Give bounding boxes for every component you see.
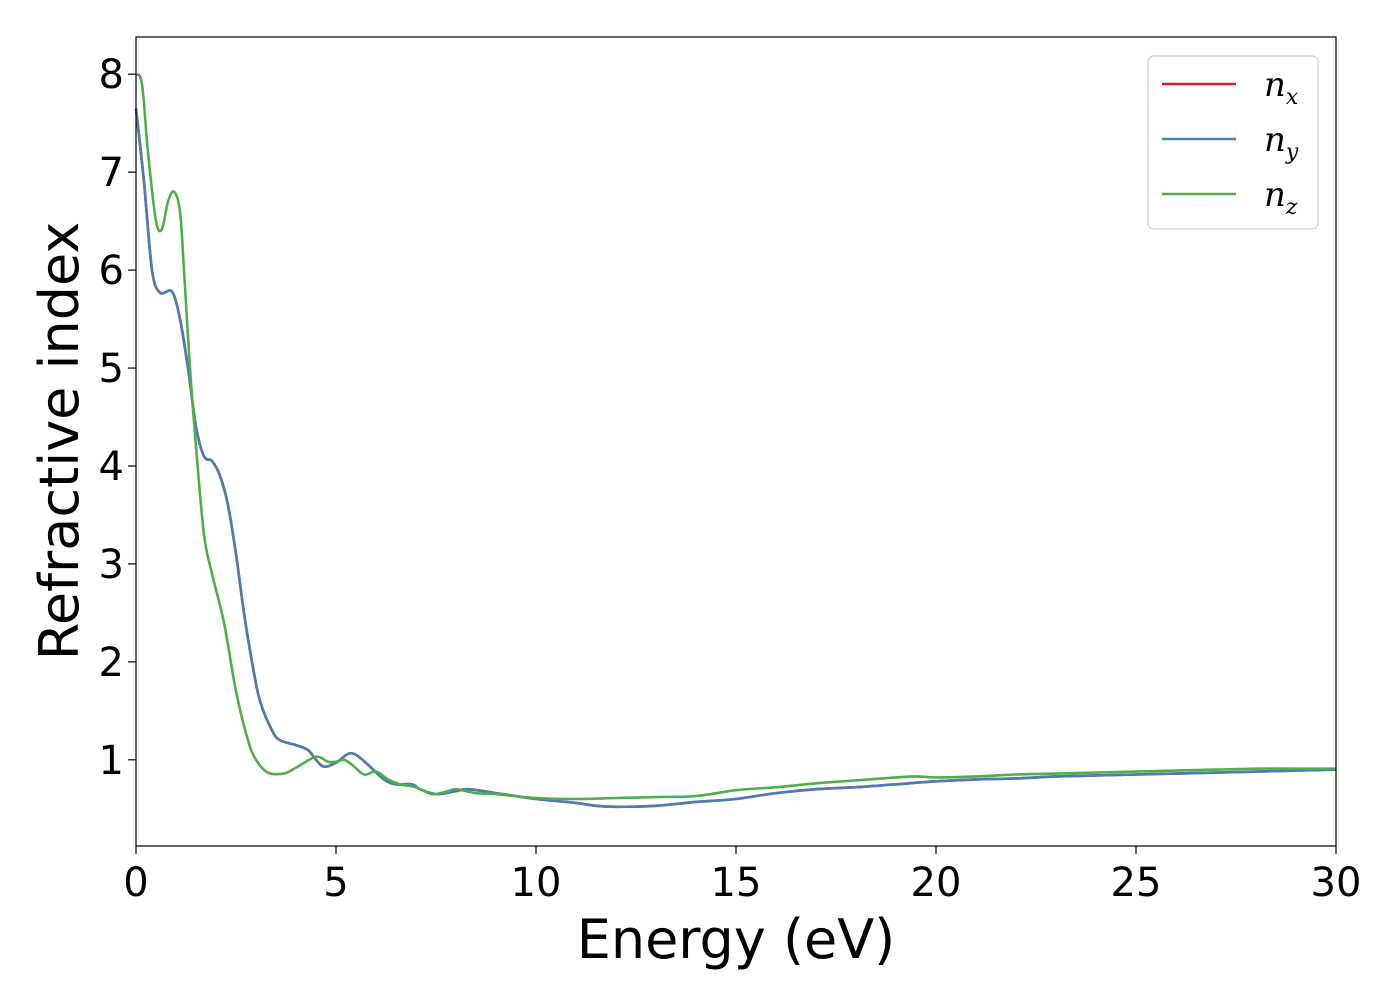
y-axis: 1 2 3 4 5 6 7 8 [99, 52, 136, 784]
legend-label-base: n [1264, 175, 1286, 215]
legend-label-base: n [1264, 120, 1286, 160]
series-layer [134, 73, 1337, 809]
y-tick-label: 8 [99, 52, 124, 98]
legend-label-nx: nx [1264, 65, 1299, 110]
x-axis-title: Energy (eV) [577, 908, 896, 971]
legend-label-base: n [1264, 65, 1286, 105]
y-tick-label: 2 [99, 640, 124, 686]
legend-label-nz: nz [1264, 175, 1298, 220]
x-tick-label: 5 [323, 860, 348, 906]
x-tick-label: 15 [711, 860, 762, 906]
x-tick-label: 10 [511, 860, 562, 906]
legend-label-subscript: x [1286, 85, 1299, 110]
x-tick-label: 25 [1111, 860, 1162, 906]
x-axis: 0 5 10 15 20 25 30 [123, 846, 1361, 906]
plot-background [136, 37, 1336, 846]
legend-label-ny: ny [1264, 120, 1299, 165]
series-line-nz [134, 73, 1336, 801]
y-tick-label: 4 [99, 444, 124, 490]
x-tick-label: 20 [911, 860, 962, 906]
y-tick-label: 3 [99, 542, 124, 588]
y-tick-label: 5 [99, 346, 124, 392]
y-tick-label: 1 [99, 738, 124, 784]
x-tick-label: 30 [1311, 860, 1362, 906]
y-axis-title: Refractive index [28, 222, 91, 661]
legend-label-subscript: y [1285, 140, 1299, 165]
y-tick-label: 6 [99, 248, 124, 294]
y-tick-label: 7 [99, 150, 124, 196]
x-tick-label: 0 [123, 860, 148, 906]
legend-box [1147, 55, 1319, 230]
legend-label-subscript: z [1285, 195, 1298, 220]
